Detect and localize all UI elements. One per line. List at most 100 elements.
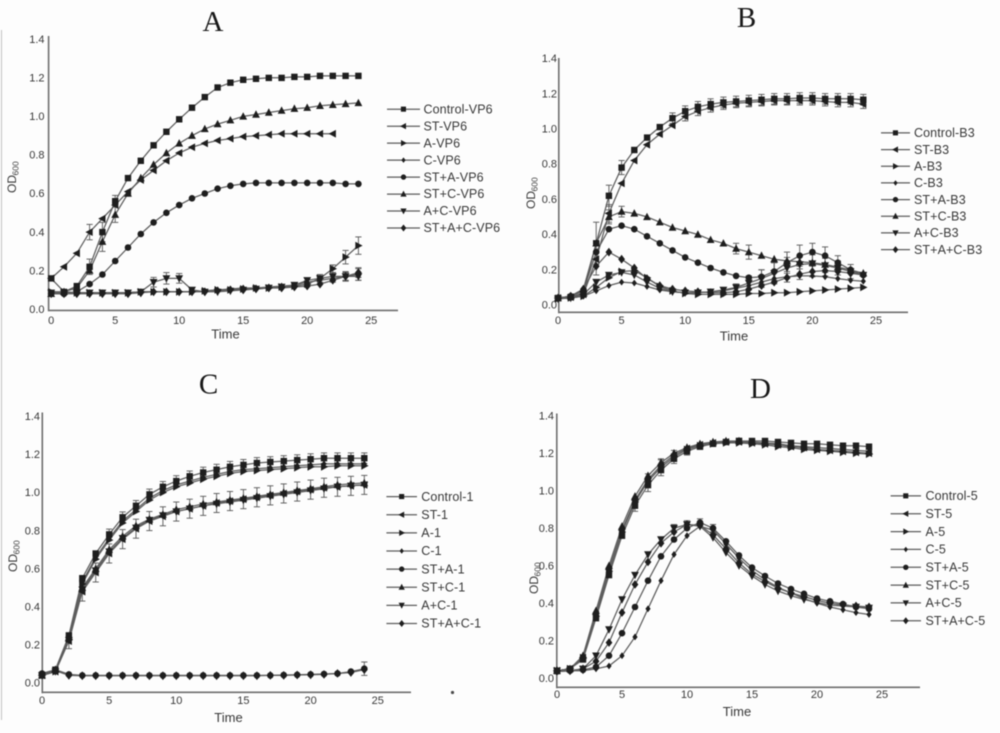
svg-text:0: 0 bbox=[555, 315, 561, 327]
svg-text:0.8: 0.8 bbox=[542, 159, 557, 171]
svg-text:0.2: 0.2 bbox=[29, 265, 44, 277]
svg-text:ST+A-B3: ST+A-B3 bbox=[914, 193, 966, 207]
svg-text:0.0: 0.0 bbox=[542, 300, 557, 312]
svg-text:15: 15 bbox=[237, 315, 249, 327]
svg-text:1.2: 1.2 bbox=[539, 448, 554, 460]
svg-text:5: 5 bbox=[619, 315, 625, 327]
svg-text:1.4: 1.4 bbox=[542, 53, 557, 65]
svg-text:Time: Time bbox=[720, 328, 748, 343]
svg-text:0.0: 0.0 bbox=[539, 673, 554, 685]
svg-text:20: 20 bbox=[304, 695, 316, 707]
svg-text:0: 0 bbox=[39, 695, 45, 707]
svg-text:10: 10 bbox=[173, 315, 185, 327]
svg-text:ST-VP6: ST-VP6 bbox=[424, 119, 468, 133]
svg-text:600: 600 bbox=[12, 540, 22, 554]
svg-text:ST+A+C-1: ST+A+C-1 bbox=[421, 617, 481, 631]
svg-text:1.0: 1.0 bbox=[25, 487, 40, 499]
svg-text:15: 15 bbox=[743, 315, 755, 327]
svg-text:0.0: 0.0 bbox=[25, 678, 40, 690]
svg-text:D: D bbox=[750, 373, 771, 405]
svg-text:ST+C-1: ST+C-1 bbox=[421, 581, 465, 595]
svg-text:0.8: 0.8 bbox=[25, 525, 40, 537]
svg-text:Control-5: Control-5 bbox=[926, 489, 978, 503]
svg-text:0.4: 0.4 bbox=[29, 227, 44, 239]
svg-text:A-5: A-5 bbox=[926, 525, 946, 539]
svg-text:5: 5 bbox=[112, 315, 118, 327]
svg-text:1.4: 1.4 bbox=[29, 34, 44, 46]
svg-text:0.2: 0.2 bbox=[542, 265, 557, 277]
svg-text:C-1: C-1 bbox=[421, 544, 441, 558]
svg-text:C-B3: C-B3 bbox=[914, 176, 943, 190]
svg-text:600: 600 bbox=[11, 161, 21, 175]
svg-text:ST+C-B3: ST+C-B3 bbox=[914, 209, 966, 223]
svg-text:A: A bbox=[203, 6, 224, 38]
svg-text:25: 25 bbox=[372, 695, 384, 707]
svg-text:Control-VP6: Control-VP6 bbox=[424, 102, 493, 116]
svg-text:1.0: 1.0 bbox=[539, 485, 554, 497]
svg-text:Time: Time bbox=[214, 710, 242, 725]
svg-text:A+C-1: A+C-1 bbox=[421, 599, 457, 613]
svg-text:20: 20 bbox=[301, 315, 313, 327]
svg-text:0.8: 0.8 bbox=[29, 150, 44, 162]
svg-text:1.2: 1.2 bbox=[29, 73, 44, 85]
svg-text:0.2: 0.2 bbox=[539, 635, 554, 647]
svg-text:ST+C-5: ST+C-5 bbox=[926, 578, 970, 592]
svg-text:0.4: 0.4 bbox=[25, 602, 40, 614]
svg-text:0.0: 0.0 bbox=[29, 304, 44, 316]
svg-text:20: 20 bbox=[811, 689, 823, 701]
svg-text:A-1: A-1 bbox=[421, 526, 441, 540]
svg-text:0.6: 0.6 bbox=[25, 563, 40, 575]
svg-text:OD: OD bbox=[6, 554, 20, 572]
svg-text:1.2: 1.2 bbox=[25, 449, 40, 461]
svg-text:0.4: 0.4 bbox=[539, 598, 554, 610]
svg-text:OD: OD bbox=[524, 191, 538, 209]
svg-text:A+C-B3: A+C-B3 bbox=[914, 226, 959, 240]
svg-text:0.2: 0.2 bbox=[25, 640, 40, 652]
svg-text:Time: Time bbox=[211, 327, 239, 342]
svg-text:1.0: 1.0 bbox=[29, 111, 44, 123]
svg-text:B: B bbox=[737, 2, 756, 34]
svg-text:0.6: 0.6 bbox=[539, 560, 554, 572]
svg-text:C-5: C-5 bbox=[926, 543, 946, 557]
svg-text:20: 20 bbox=[806, 315, 818, 327]
svg-text:C-VP6: C-VP6 bbox=[424, 153, 461, 167]
svg-text:5: 5 bbox=[619, 689, 625, 701]
svg-text:Control-1: Control-1 bbox=[421, 490, 473, 504]
svg-text:25: 25 bbox=[365, 315, 377, 327]
svg-text:Control-B3: Control-B3 bbox=[914, 126, 975, 140]
svg-text:A+C-5: A+C-5 bbox=[926, 596, 962, 610]
svg-text:1.0: 1.0 bbox=[542, 124, 557, 136]
svg-text:25: 25 bbox=[876, 689, 888, 701]
svg-text:0: 0 bbox=[554, 689, 560, 701]
svg-text:ST+A+C-VP6: ST+A+C-VP6 bbox=[424, 221, 501, 235]
svg-text:ST+A-5: ST+A-5 bbox=[926, 561, 969, 575]
svg-text:0.8: 0.8 bbox=[539, 523, 554, 535]
svg-text:0.6: 0.6 bbox=[29, 188, 44, 200]
svg-text:10: 10 bbox=[170, 695, 182, 707]
svg-text:OD: OD bbox=[527, 576, 541, 594]
svg-text:ST+C-VP6: ST+C-VP6 bbox=[424, 187, 485, 201]
svg-text:15: 15 bbox=[237, 695, 249, 707]
svg-text:A+C-VP6: A+C-VP6 bbox=[424, 204, 477, 218]
svg-text:Time: Time bbox=[723, 704, 751, 719]
svg-text:A-VP6: A-VP6 bbox=[424, 136, 461, 150]
svg-text:C: C bbox=[199, 369, 218, 401]
svg-text:ST-5: ST-5 bbox=[926, 507, 953, 521]
svg-text:ST+A-1: ST+A-1 bbox=[421, 562, 464, 576]
svg-text:ST-1: ST-1 bbox=[421, 508, 448, 522]
svg-text:0.4: 0.4 bbox=[542, 229, 557, 241]
svg-text:1.4: 1.4 bbox=[539, 410, 554, 422]
svg-text:0: 0 bbox=[48, 315, 54, 327]
svg-text:0.6: 0.6 bbox=[542, 194, 557, 206]
svg-text:ST+A+C-B3: ST+A+C-B3 bbox=[914, 243, 982, 257]
svg-text:1.2: 1.2 bbox=[542, 88, 557, 100]
svg-text:ST+A+C-5: ST+A+C-5 bbox=[926, 614, 986, 628]
svg-text:ST+A-VP6: ST+A-VP6 bbox=[424, 170, 484, 184]
svg-text:10: 10 bbox=[681, 689, 693, 701]
svg-text:15: 15 bbox=[746, 689, 758, 701]
svg-text:ST-B3: ST-B3 bbox=[914, 143, 949, 157]
svg-text:600: 600 bbox=[533, 562, 543, 576]
svg-text:A-B3: A-B3 bbox=[914, 159, 942, 173]
svg-text:10: 10 bbox=[679, 315, 691, 327]
svg-text:1.4: 1.4 bbox=[25, 411, 40, 423]
